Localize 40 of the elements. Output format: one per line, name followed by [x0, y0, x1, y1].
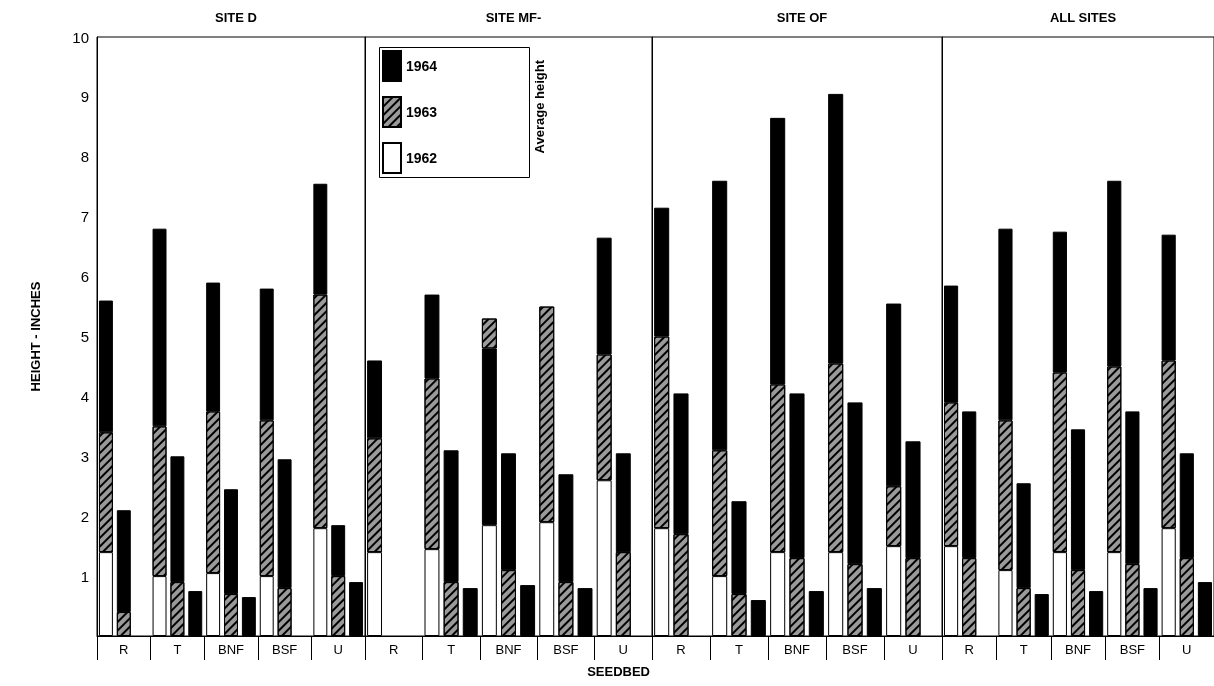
legend-label: 1963	[406, 104, 438, 120]
x-tick-label: T	[173, 642, 182, 657]
legend-label: 1964	[406, 58, 438, 74]
x-tick-label: BNF	[784, 642, 811, 657]
x-tick-label: BSF	[553, 642, 579, 657]
y-tick-label: 8	[80, 148, 89, 166]
x-tick-label: BNF	[495, 642, 522, 657]
x-tick-label: T	[1019, 642, 1028, 657]
x-tick-label: R	[676, 642, 686, 657]
chart-title: SITE D	[215, 10, 257, 25]
x-tick-label: R	[119, 642, 129, 657]
y-tick-label: 10	[72, 28, 89, 46]
x-tick-label: U	[618, 642, 628, 657]
y-tick-label: 3	[80, 447, 89, 465]
x-tick-label: R	[964, 642, 974, 657]
chart-title: SITE OF	[776, 10, 828, 25]
x-tick-label: T	[447, 642, 456, 657]
y-tick-label: 6	[80, 268, 89, 286]
y-tick-label: 2	[80, 507, 89, 525]
x-axis-title: SEEDBED	[587, 664, 651, 679]
y-tick-label: 1	[80, 567, 89, 585]
x-tick-label: BSF	[271, 642, 298, 657]
x-tick-label: U	[333, 642, 343, 657]
legend-title: Average height	[532, 59, 547, 154]
legend-label: 1962	[406, 150, 438, 166]
x-tick-label: U	[908, 642, 918, 657]
y-tick-label: 7	[80, 208, 89, 226]
y-tick-label: 5	[80, 328, 89, 345]
x-tick-label: R	[389, 642, 399, 657]
y-tick-label: 9	[80, 88, 89, 106]
y-tick-label: 4	[80, 387, 89, 405]
y-axis-title: HEIGHT - INCHES	[28, 281, 43, 392]
chart-title: ALL SITES	[1049, 10, 1117, 25]
chart-title: SITE MF-	[485, 10, 542, 25]
x-tick-label: BNF	[1065, 642, 1092, 657]
x-tick-label: U	[1182, 642, 1192, 657]
x-tick-label: BSF	[1119, 642, 1146, 657]
x-tick-label: T	[735, 642, 744, 657]
x-tick-label: BNF	[218, 642, 245, 657]
x-tick-label: BSF	[842, 642, 868, 657]
